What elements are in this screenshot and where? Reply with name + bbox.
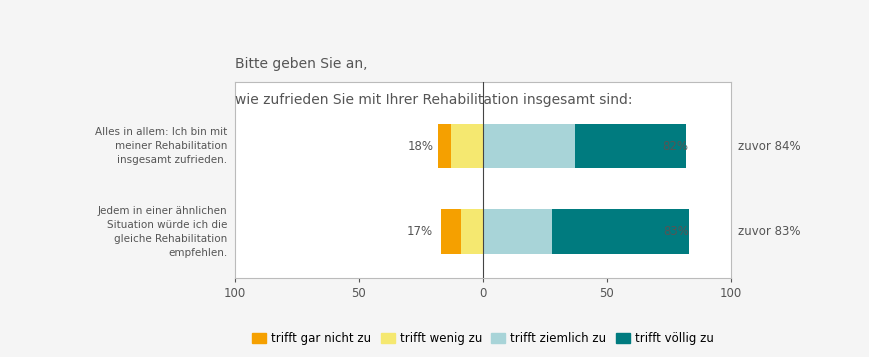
Bar	[441, 209, 460, 254]
Bar	[552, 209, 688, 254]
Legend: trifft gar nicht zu, trifft wenig zu, trifft ziemlich zu, trifft völlig zu: trifft gar nicht zu, trifft wenig zu, tr…	[247, 328, 718, 350]
Bar	[450, 124, 482, 169]
Text: zuvor 84%: zuvor 84%	[738, 140, 800, 153]
Bar	[482, 124, 574, 169]
Text: 18%: 18%	[407, 140, 433, 153]
Text: Jedem in einer ähnlichen
Situation würde ich die
gleiche Rehabilitation
empfehle: Jedem in einer ähnlichen Situation würde…	[97, 206, 227, 257]
Text: 83%: 83%	[662, 225, 688, 238]
Text: 17%: 17%	[407, 225, 433, 238]
Text: Bitte geben Sie an,: Bitte geben Sie an,	[235, 57, 367, 71]
Bar	[438, 124, 450, 169]
Bar	[574, 124, 686, 169]
Text: 82%: 82%	[662, 140, 688, 153]
Text: Alles in allem: Ich bin mit
meiner Rehabilitation
insgesamt zufrieden.: Alles in allem: Ich bin mit meiner Rehab…	[95, 127, 227, 165]
Text: wie zufrieden Sie mit Ihrer Rehabilitation insgesamt sind:: wie zufrieden Sie mit Ihrer Rehabilitati…	[235, 93, 632, 107]
Bar	[460, 209, 482, 254]
Text: zuvor 83%: zuvor 83%	[738, 225, 799, 238]
Bar	[482, 209, 552, 254]
